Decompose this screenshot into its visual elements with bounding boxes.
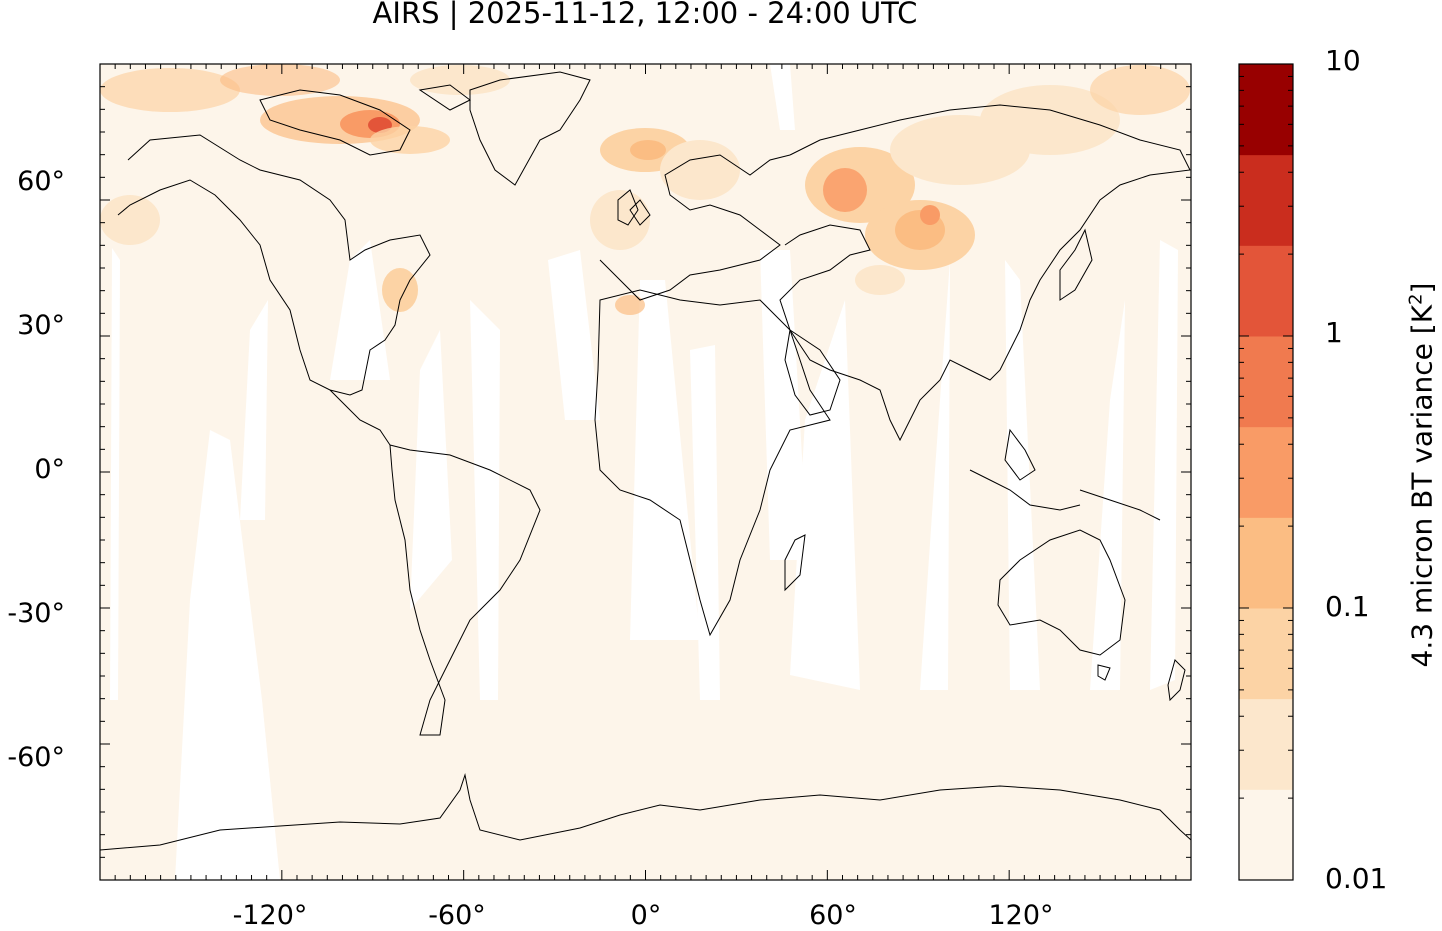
lon-label-0: 0° xyxy=(630,900,662,931)
map-title: AIRS | 2025-11-12, 12:00 - 24:00 UTC xyxy=(372,0,918,30)
colorbar-label-1: 1 xyxy=(1325,316,1343,349)
colorbar-band xyxy=(1239,517,1293,609)
colorbar-bands xyxy=(1239,64,1293,881)
colorbar-band xyxy=(1239,789,1293,881)
colorbar-label-0-1: 0.1 xyxy=(1325,590,1370,623)
colorbar-label-0-01: 0.01 xyxy=(1325,862,1388,895)
colorbar-band xyxy=(1239,608,1293,700)
lat-label-60: 60° xyxy=(17,166,65,197)
colorbar-band xyxy=(1239,64,1293,156)
colorbar-title: 4.3 micron BT variance [K2] xyxy=(1405,282,1439,668)
colorbar-label-10: 10 xyxy=(1325,44,1361,77)
coastlines xyxy=(99,71,1192,851)
colorbar xyxy=(1238,63,1294,881)
colorbar-frame xyxy=(1238,63,1294,881)
lon-label-60: 60° xyxy=(809,900,857,931)
variance-patches xyxy=(100,64,1190,315)
lat-label-0: 0° xyxy=(34,454,65,485)
map-ticks xyxy=(100,64,1191,880)
colorbar-band xyxy=(1239,698,1293,790)
lon-label-minus60: -60° xyxy=(428,900,486,931)
colorbar-band xyxy=(1239,245,1293,337)
map-area xyxy=(99,63,1192,881)
colorbar-band xyxy=(1239,336,1293,428)
swath-gaps xyxy=(110,64,1178,880)
lat-label-minus30: -30° xyxy=(7,598,65,629)
lat-label-30: 30° xyxy=(17,310,65,341)
lon-label-120: 120° xyxy=(988,900,1054,931)
lon-label-minus120: -120° xyxy=(232,900,308,931)
lat-label-minus60: -60° xyxy=(7,742,65,773)
colorbar-band xyxy=(1239,426,1293,518)
colorbar-ticks xyxy=(1239,75,1293,881)
colorbar-band xyxy=(1239,154,1293,246)
